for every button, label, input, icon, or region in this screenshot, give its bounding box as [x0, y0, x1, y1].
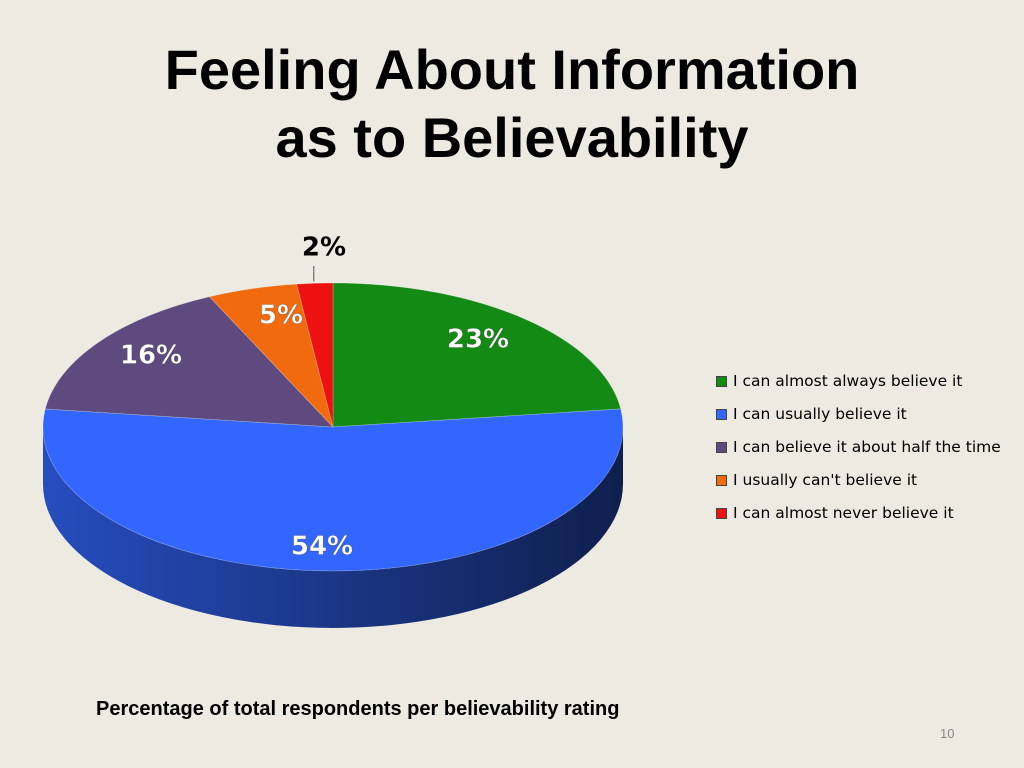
legend-swatch	[716, 376, 727, 387]
legend-label: I can almost always believe it	[733, 372, 963, 390]
legend-item: I usually can't believe it	[716, 471, 1001, 504]
chart-caption: Percentage of total respondents per beli…	[96, 698, 620, 720]
slice-label: 54%	[291, 532, 353, 562]
legend-item: I can almost always believe it	[716, 372, 1001, 405]
legend-swatch	[716, 508, 727, 519]
pie-slice	[296, 282, 334, 428]
legend-label: I can usually believe it	[733, 405, 907, 423]
chart-legend: I can almost always believe it I can usu…	[716, 372, 1001, 537]
pie-slice	[208, 283, 334, 429]
slice-label: 2%	[302, 233, 346, 263]
title-line-2: as to Believability	[275, 106, 749, 169]
pie-chart: 23% 54% 16% 5% 2%	[42, 233, 624, 628]
pie-slice	[42, 408, 624, 572]
slice-label: 5%	[259, 301, 303, 331]
legend-swatch	[716, 409, 727, 420]
page-number: 10	[940, 726, 955, 741]
title-line-1: Feeling About Information	[164, 38, 860, 101]
legend-swatch	[716, 475, 727, 486]
pie-side-wall	[43, 427, 623, 628]
slide-title: Feeling About Information as to Believab…	[0, 36, 1024, 172]
legend-item: I can almost never believe it	[716, 504, 1001, 537]
legend-item: I can usually believe it	[716, 405, 1001, 438]
legend-swatch	[716, 442, 727, 453]
legend-item: I can believe it about half the time	[716, 438, 1001, 471]
pie-slice	[332, 282, 622, 428]
legend-label: I usually can't believe it	[733, 471, 918, 489]
slice-label: 23%	[447, 325, 509, 355]
pie-slice	[44, 296, 334, 428]
legend-label: I can believe it about half the time	[733, 438, 1001, 456]
legend-label: I can almost never believe it	[733, 504, 954, 522]
slice-label: 16%	[120, 341, 182, 371]
